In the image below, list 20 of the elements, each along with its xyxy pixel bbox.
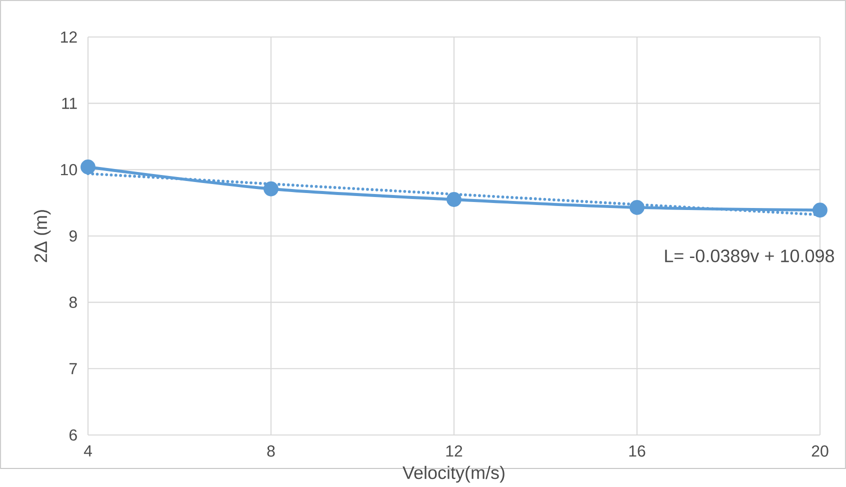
point (630, 200, 644, 215)
x-tick-label: 4 (84, 445, 92, 456)
point (80, 159, 96, 174)
x-axis-title: Velocity(m/s) (402, 466, 504, 483)
y-tick-label: 7 (70, 363, 77, 374)
y-axis-title: 2Δ (m) (34, 210, 51, 262)
y-tick-label: 12 (61, 31, 77, 43)
point (812, 202, 828, 218)
point (446, 192, 462, 207)
y-tick-label: 10 (61, 164, 77, 176)
x-tick-label: 16 (629, 445, 646, 457)
annotation: L= -0.0389v + 10.098 (665, 249, 834, 262)
x-tick-label: 8 (267, 445, 275, 457)
y-tick-label: 8 (69, 296, 77, 308)
y-tick-label: 9 (69, 230, 77, 242)
y-tick-label: 6 (70, 429, 77, 441)
x-tick-label: 12 (446, 445, 462, 457)
x-tick-label: 20 (812, 445, 828, 457)
point (264, 181, 278, 196)
y-tick-label: 11 (62, 98, 77, 109)
